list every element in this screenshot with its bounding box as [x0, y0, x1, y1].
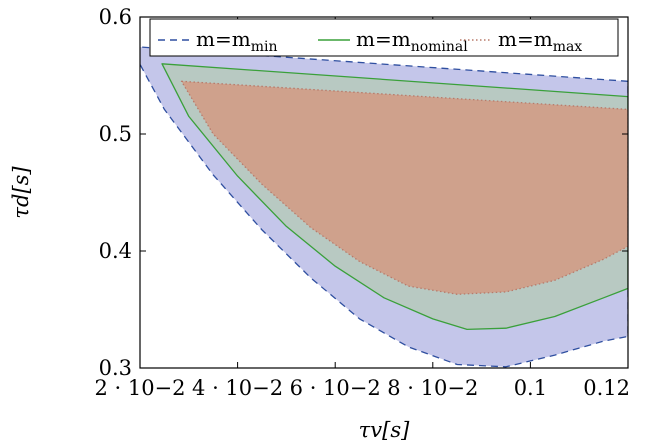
legend-box	[149, 18, 619, 57]
x-tick-label: 0.12	[583, 376, 630, 400]
y-tick-label: 0.4	[99, 239, 132, 263]
x-tick-label: 8 · 10−2	[387, 376, 478, 400]
series-region-3	[180, 80, 628, 295]
axes-box	[139, 16, 629, 369]
x-tick-label: 2 · 10−2	[94, 376, 185, 400]
x-tick-label: 6 · 10−2	[290, 376, 381, 400]
tick-labels: 2 · 10−2 4 · 10−2 6 · 10−2 8 · 10−2 0.1 0.12 0…	[94, 5, 630, 400]
y-tick-label: 0.6	[99, 5, 132, 29]
region-fills	[140, 46, 628, 368]
legend: m=mmin m=mnominal m=mmax	[149, 18, 619, 57]
plot-frame	[139, 16, 629, 369]
legend-entry: m=mnominal	[356, 27, 468, 55]
x-tick-label: 4 · 10−2	[192, 376, 283, 400]
legend-entry: m=mmax	[498, 27, 582, 55]
x-tick-label: 0.1	[514, 376, 547, 400]
axis-labels: τv[s] τd[s]	[9, 166, 410, 442]
y-tick-label: 0.5	[99, 122, 132, 146]
y-tick-label: 0.3	[99, 356, 132, 380]
legend-entry: m=mmin	[196, 27, 277, 55]
x-axis-label: τv[s]	[359, 418, 410, 442]
y-axis-label: τd[s]	[9, 166, 33, 219]
